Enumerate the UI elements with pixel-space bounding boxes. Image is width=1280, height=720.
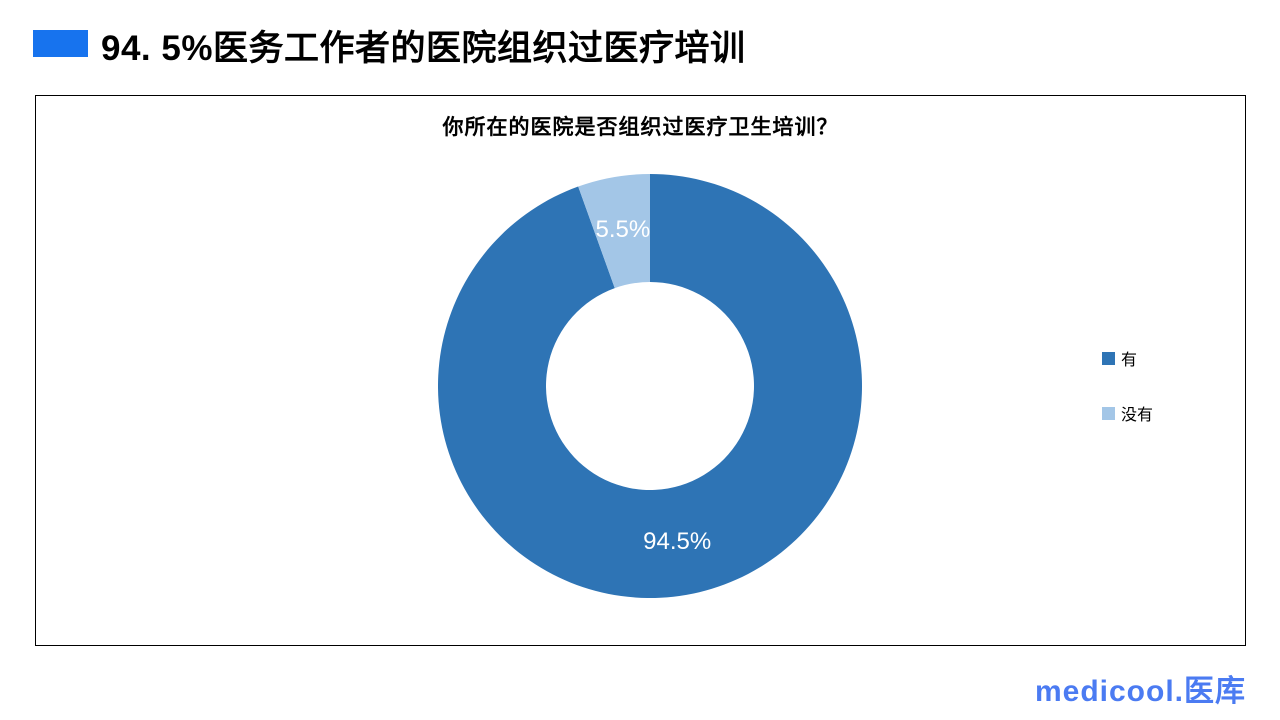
legend-item: 没有 [1102,401,1153,425]
title-accent-bar [33,30,88,57]
donut-slice-有 [438,174,862,598]
chart-area: 你所在的医院是否组织过医疗卫生培训？ 94.5% 5.5% 有没有 [35,95,1246,646]
donut-slice-没有 [578,174,650,289]
medicool-logo: medicool.医库 [1034,675,1246,708]
legend-swatch [1102,406,1115,420]
legend-swatch [1102,351,1115,365]
legend-item: 有 [1102,346,1153,370]
slice-label-没有: 5.5% [595,216,651,244]
legend-label: 有 [1121,352,1138,369]
slice-label-有: 94.5% [643,527,712,555]
donut-chart [438,174,862,598]
legend: 有没有 [1102,346,1153,425]
page-title: 94. 5%医务工作者的医院组织过医疗培训 [101,29,746,68]
chart-title: 你所在的医院是否组织过医疗卫生培训？ [442,116,839,139]
legend-label: 没有 [1121,407,1154,424]
